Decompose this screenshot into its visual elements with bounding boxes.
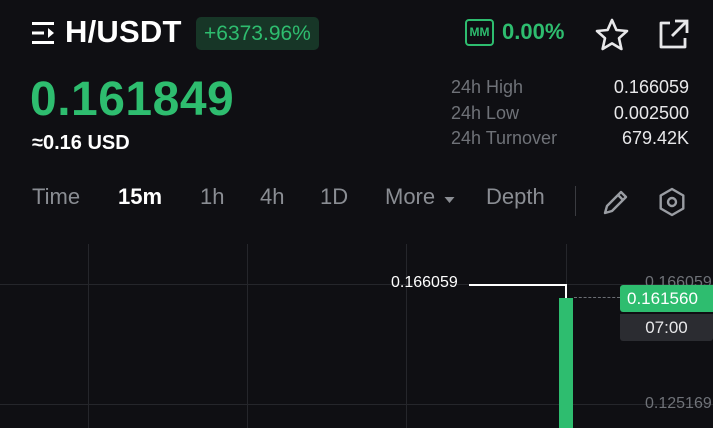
tab-4h[interactable]: 4h [260, 184, 285, 209]
last-price: 0.161849 [30, 73, 235, 126]
star-icon[interactable] [594, 17, 630, 53]
trading-pair[interactable]: H/USDT [65, 14, 182, 49]
mm-value: 0.00% [502, 19, 565, 44]
stat-row-high: 24h High 0.166059 [451, 77, 691, 103]
stat-value: 0.166059 [613, 77, 689, 97]
price-chart[interactable]: 0.166059 0.125169 0.166059 0.161560 07:0… [0, 244, 713, 428]
tab-depth[interactable]: Depth [486, 184, 545, 209]
gridline [0, 404, 713, 405]
tab-1d[interactable]: 1D [320, 184, 349, 209]
current-price-line [574, 297, 620, 298]
header-bar: H/USDT +6373.96% MM 0.00% [0, 0, 713, 70]
pencil-icon[interactable] [600, 186, 632, 218]
candle-wick [565, 284, 567, 298]
gridline [247, 244, 248, 428]
gridline [88, 244, 89, 428]
gridline [0, 284, 713, 285]
current-price-tag: 0.161560 [620, 285, 713, 312]
usd-price: ≈0.16 USD [32, 132, 130, 154]
stats-panel: 24h High 0.166059 24h Low 0.002500 24h T… [451, 77, 691, 154]
gridline [406, 244, 407, 428]
timeframe-tabs: Time 15m 1h 4h 1D More Depth [0, 180, 713, 220]
candle [559, 298, 573, 428]
high-marker-line [469, 284, 566, 286]
tab-15m[interactable]: 15m [118, 184, 163, 209]
chevron-down-icon[interactable] [444, 196, 455, 204]
tab-1h[interactable]: 1h [200, 184, 225, 209]
stat-row-turnover: 24h Turnover 679.42K [451, 128, 691, 154]
stat-row-low: 24h Low 0.002500 [451, 103, 691, 129]
stat-label: 24h Turnover [451, 128, 558, 148]
countdown-tag: 07:00 [620, 314, 713, 341]
stat-label: 24h Low [451, 102, 520, 123]
menu-icon[interactable] [32, 21, 60, 45]
price-change-badge: +6373.96% [196, 17, 319, 50]
share-icon[interactable] [655, 17, 691, 53]
stat-label: 24h High [451, 77, 524, 97]
stat-value: 0.002500 [613, 102, 689, 123]
tab-divider [575, 186, 576, 216]
high-marker-label: 0.166059 [391, 274, 458, 291]
hexagon-settings-icon[interactable] [656, 186, 688, 218]
tab-time[interactable]: Time [32, 184, 81, 209]
stat-value: 679.42K [621, 128, 689, 148]
y-axis-tick: 0.125169 [645, 395, 712, 412]
mm-badge[interactable]: MM [465, 19, 494, 46]
tab-more[interactable]: More [385, 184, 436, 209]
